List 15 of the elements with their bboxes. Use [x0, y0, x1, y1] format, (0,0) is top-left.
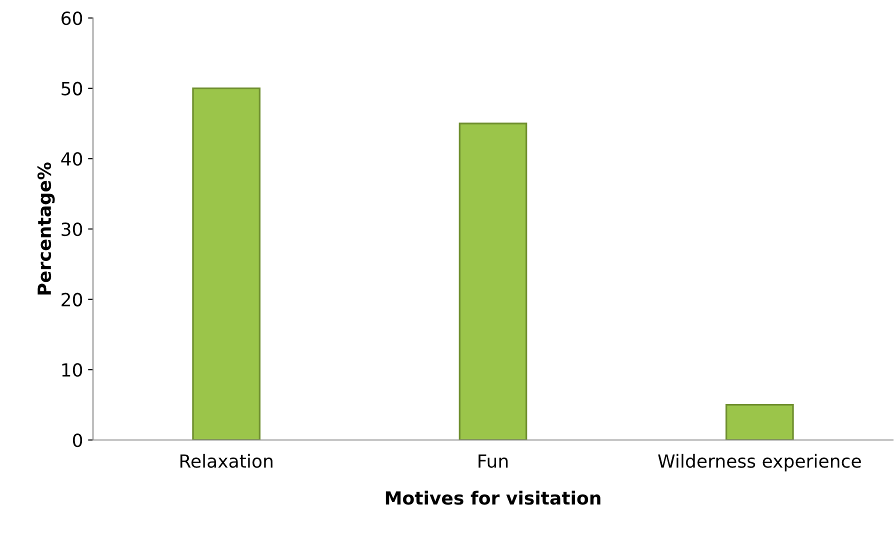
y-tick-label: 60 [62, 11, 82, 26]
x-tick-label: Fun [478, 454, 508, 468]
bar [458, 122, 528, 440]
y-axis-title: Percentage% [37, 162, 55, 294]
y-tick-label: 50 [62, 82, 82, 96]
y-tick-label: 0 [72, 433, 82, 448]
y-tick-label: 30 [62, 222, 82, 236]
x-axis-title: Motives for visitation [386, 490, 600, 505]
y-tick-label: 10 [62, 363, 82, 377]
bar [192, 88, 260, 440]
bar [726, 404, 794, 440]
x-tick-label: Wilderness experience [658, 454, 861, 472]
x-tick-label: Relaxation [180, 454, 272, 468]
y-tick-label: 40 [61, 152, 82, 166]
y-tick-label: 20 [62, 292, 82, 306]
